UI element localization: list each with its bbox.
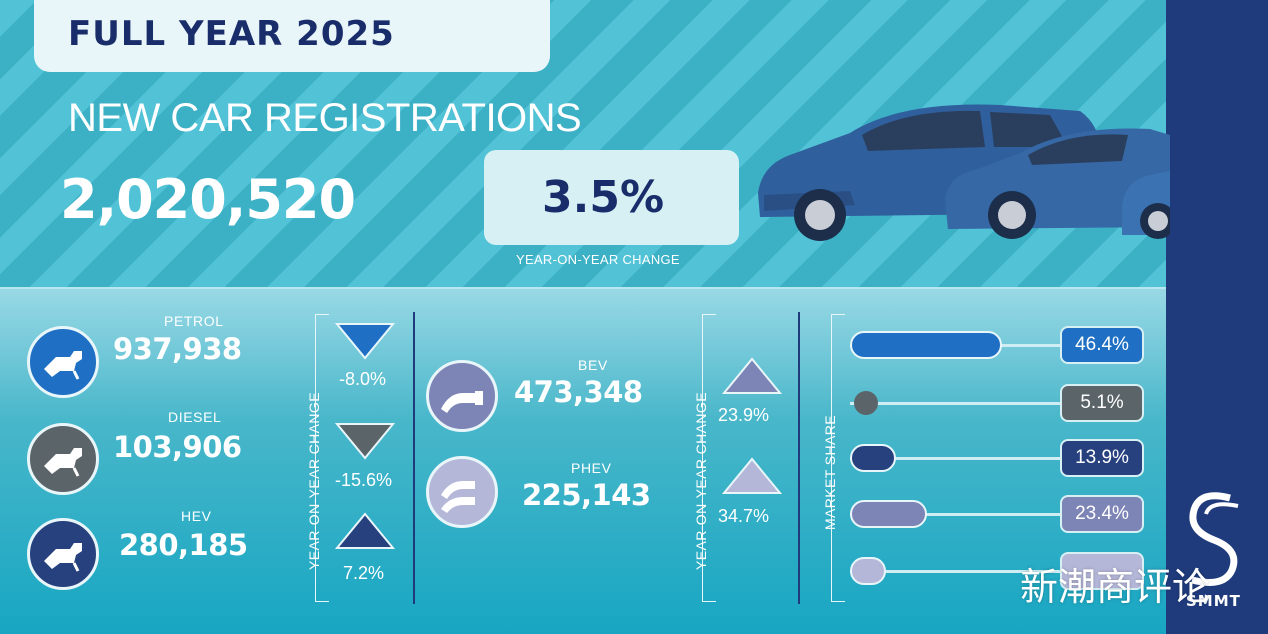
market-share-value: 23.4% <box>1060 495 1144 533</box>
bev-change: 23.9% <box>718 405 770 425</box>
market-share-track <box>850 457 1070 460</box>
hev-up-arrow-icon <box>335 512 395 549</box>
yoy-label-left: YEAR-ON-YEAR CHANGE <box>306 392 322 570</box>
yoy-label-right: YEAR-ON-YEAR CHANGE <box>693 392 709 570</box>
diesel-value: 103,906 <box>113 430 242 464</box>
market-share-value <box>1060 552 1144 590</box>
yoy-bracket-left <box>315 314 329 602</box>
total-registrations: 2,020,520 <box>60 168 356 231</box>
page-subtitle: NEW CAR REGISTRATIONS <box>68 96 582 140</box>
diesel-down-arrow-icon <box>335 423 395 460</box>
petrol-value: 937,938 <box>113 332 242 366</box>
phev-value: 225,143 <box>522 478 651 512</box>
bev-label: BEV <box>578 357 608 373</box>
yoy-bracket-right <box>702 314 716 602</box>
phev-label: PHEV <box>571 460 612 476</box>
phev-icon <box>426 456 498 528</box>
title-box <box>34 0 550 72</box>
phev-change: 34.7% <box>718 506 770 526</box>
hev-icon <box>27 518 99 590</box>
hev-label: HEV <box>181 508 212 524</box>
diesel-change: -15.6% <box>335 470 393 490</box>
market-share-track <box>850 513 1070 516</box>
diesel-label: DIESEL <box>168 409 222 425</box>
total-change: 3.5% <box>542 172 665 223</box>
petrol-label: PETROL <box>164 313 224 329</box>
diesel-icon <box>27 423 99 495</box>
cars-illustration <box>758 104 1170 241</box>
market-share-value: 46.4% <box>1060 326 1144 364</box>
market-share-value: 13.9% <box>1060 439 1144 477</box>
change-caption: YEAR-ON-YEAR CHANGE <box>516 252 680 267</box>
market-share-bar <box>850 331 1002 359</box>
market-share-bracket <box>831 314 845 602</box>
smmt-wordmark: SMMT <box>1186 592 1241 610</box>
change-box <box>484 150 739 245</box>
hev-value: 280,185 <box>119 528 248 562</box>
market-share-bar <box>850 444 896 472</box>
market-share-label: MARKET SHARE <box>822 414 838 530</box>
bev-up-arrow-icon <box>722 357 782 394</box>
group-divider <box>413 312 415 604</box>
hev-change: 7.2% <box>343 563 385 583</box>
petrol-down-arrow-icon <box>335 323 395 360</box>
market-share-bar <box>850 557 886 585</box>
group-divider-2 <box>798 312 800 604</box>
petrol-change: -8.0% <box>339 369 387 389</box>
market-share-bar <box>850 500 927 528</box>
smmt-logo-icon <box>1189 492 1239 586</box>
page-title: FULL YEAR 2025 <box>68 14 395 54</box>
watermark: 新潮商评论 <box>1020 565 1211 609</box>
market-share-value: 5.1% <box>1060 384 1144 422</box>
bev-value: 473,348 <box>514 375 643 409</box>
brand-strip <box>1166 0 1268 634</box>
petrol-icon <box>27 326 99 398</box>
bev-icon <box>426 360 498 432</box>
market-share-track <box>850 570 1070 573</box>
market-share-track <box>850 402 1070 405</box>
panel-divider <box>0 287 1166 289</box>
phev-up-arrow-icon <box>722 457 782 494</box>
market-share-dot <box>854 391 878 415</box>
